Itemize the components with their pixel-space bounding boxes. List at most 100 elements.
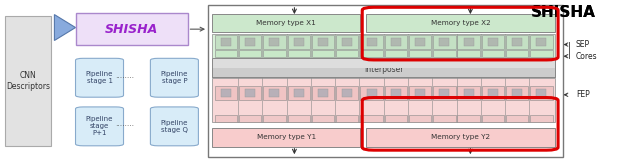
Bar [506,35,529,49]
Bar [239,50,261,57]
Bar [212,58,555,68]
Bar [360,35,383,49]
Bar [531,115,553,122]
Bar [239,115,261,122]
Bar [415,89,425,97]
Text: FEP: FEP [576,90,589,99]
Bar [409,86,431,100]
Bar [506,115,529,122]
Bar [263,50,285,57]
Bar [433,50,456,57]
Bar [433,86,456,100]
Bar [212,34,555,58]
Bar [212,78,555,122]
Bar [239,35,261,49]
Text: Cores: Cores [576,52,598,61]
Bar [463,38,474,46]
Text: Memory type X2: Memory type X2 [431,20,490,26]
Bar [287,35,310,49]
Bar [512,38,522,46]
Bar [312,50,334,57]
Bar [463,89,474,97]
Text: Memory type Y2: Memory type Y2 [431,134,490,140]
FancyBboxPatch shape [76,107,124,146]
Bar [318,89,328,97]
Bar [5,16,51,146]
Bar [312,35,334,49]
Bar [409,115,431,122]
Bar [512,89,522,97]
Bar [385,86,407,100]
FancyBboxPatch shape [150,58,198,97]
Text: CNN
Descriptors: CNN Descriptors [6,71,50,91]
Bar [439,38,449,46]
Bar [312,86,334,100]
Bar [506,50,529,57]
Bar [366,14,555,32]
Bar [336,115,358,122]
Bar [531,86,553,100]
Text: SEP: SEP [576,40,590,49]
Bar [531,50,553,57]
Bar [215,115,237,122]
Bar [221,89,231,97]
Text: SHISHA: SHISHA [105,23,158,36]
Polygon shape [54,15,76,40]
Text: Pipeline
stage Q: Pipeline stage Q [161,120,188,133]
Bar [391,89,401,97]
Text: Pipeline
stage P: Pipeline stage P [161,71,188,84]
Bar [215,50,237,57]
Bar [482,86,504,100]
Bar [415,38,425,46]
Bar [342,89,352,97]
Bar [360,86,383,100]
Bar [482,50,504,57]
Bar [212,58,555,77]
Bar [239,86,261,100]
Bar [531,35,553,49]
Bar [409,50,431,57]
Bar [336,86,358,100]
Bar [385,35,407,49]
Bar [215,35,237,49]
Bar [433,115,456,122]
Bar [506,86,529,100]
Bar [536,38,547,46]
Text: Interposer: Interposer [364,65,403,74]
Bar [312,115,334,122]
Bar [536,89,547,97]
Bar [367,89,376,97]
Bar [360,50,383,57]
FancyBboxPatch shape [76,58,124,97]
Bar [269,38,280,46]
Bar [409,35,431,49]
Text: Pipeline
stage 1: Pipeline stage 1 [86,71,113,84]
Bar [287,50,310,57]
Text: SHISHA: SHISHA [531,5,596,20]
Bar [439,89,449,97]
Bar [294,89,304,97]
Bar [215,86,237,100]
Bar [294,38,304,46]
Bar [367,38,376,46]
FancyBboxPatch shape [150,107,198,146]
Bar [212,58,555,77]
Bar [263,115,285,122]
Bar [385,50,407,57]
Bar [269,89,280,97]
Bar [263,86,285,100]
Bar [342,38,352,46]
Bar [245,89,255,97]
Bar [221,38,231,46]
Bar [263,35,285,49]
Bar [245,38,255,46]
Bar [212,14,360,32]
Bar [336,35,358,49]
Bar [391,38,401,46]
Bar [385,115,407,122]
Bar [208,5,563,157]
Bar [76,13,188,45]
Bar [366,128,555,147]
Text: Memory type X1: Memory type X1 [256,20,316,26]
Bar [458,115,480,122]
